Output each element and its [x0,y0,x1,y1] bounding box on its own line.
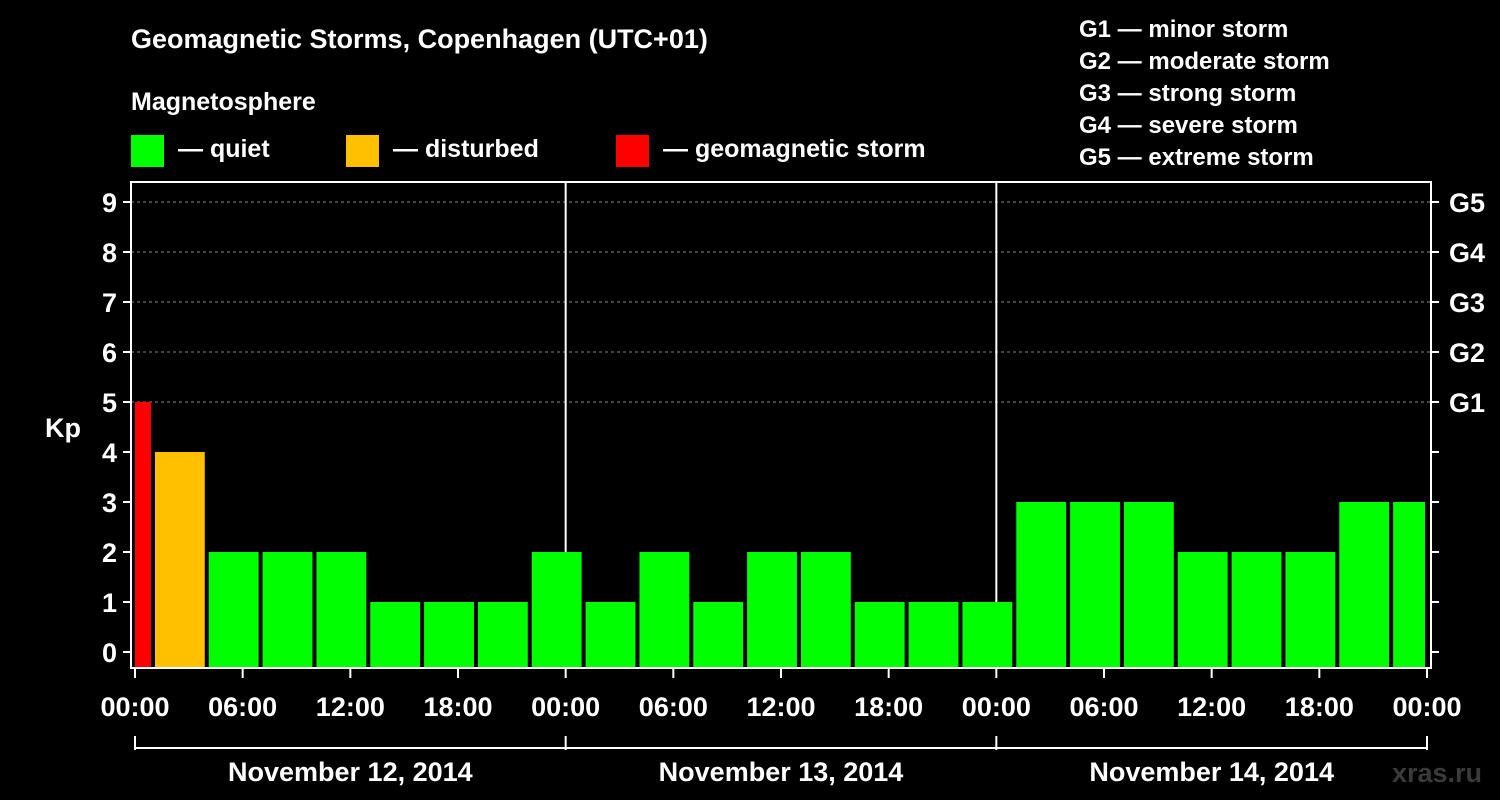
bar-17 [1016,502,1067,668]
g-scale-label-g4: G4 [1449,238,1485,268]
y-tick-label-7: 7 [102,288,117,318]
storm-scale-item-3: G4 — severe storm [1079,112,1298,139]
x-tick-label-3: 18:00 [423,692,492,722]
x-tick-label-0: 00:00 [100,692,169,722]
bars [135,402,1425,668]
g-scale-label-g2: G2 [1449,338,1485,368]
x-tick-label-6: 12:00 [746,692,815,722]
bar-18 [1070,502,1120,668]
y-tick-label-8: 8 [102,238,117,268]
y-tick-label-2: 2 [102,538,117,568]
bar-20 [1177,552,1228,668]
g-scale-label-g3: G3 [1449,288,1485,318]
x-tick-label-12: 00:00 [1392,692,1461,722]
bar-15 [908,602,959,668]
grid-lines [131,182,1431,668]
bar-5 [370,602,421,668]
day-label-2: November 14, 2014 [1089,757,1334,787]
bar-14 [854,602,905,668]
x-tick-label-9: 06:00 [1069,692,1138,722]
y-tick-label-3: 3 [102,488,117,518]
bar-1 [154,452,205,668]
bar-7 [477,602,528,668]
x-tick-label-2: 12:00 [316,692,385,722]
storm-scale-item-0: G1 — minor storm [1079,16,1288,43]
legend-label-2: — geomagnetic storm [663,135,926,163]
g-scale-label-g1: G1 [1449,388,1485,418]
bar-12 [747,552,797,668]
chart-title: Geomagnetic Storms, Copenhagen (UTC+01) [131,24,708,54]
bar-11 [693,602,744,668]
g-scale-label-g5: G5 [1449,188,1485,218]
y-tick-label-9: 9 [102,188,117,218]
bar-23 [1339,502,1390,668]
bar-2 [208,552,259,668]
bar-24 [1393,502,1425,668]
legend-label-1: — disturbed [393,135,539,163]
y-tick-label-1: 1 [102,588,117,618]
bar-22 [1285,552,1336,668]
bar-3 [262,552,313,668]
watermark: xras.ru [1392,758,1482,788]
storm-scale-item-2: G3 — strong storm [1079,80,1296,107]
x-tick-label-5: 06:00 [639,692,708,722]
legend: — quiet — disturbed — geomagnetic storm [131,135,926,167]
legend-label-0: — quiet [178,135,270,163]
x-tick-label-4: 00:00 [531,692,600,722]
legend-swatch-0 [131,135,164,167]
bar-4 [316,552,367,668]
bar-13 [800,552,851,668]
bar-9 [585,602,636,668]
storm-scale-item-4: G5 — extreme storm [1079,144,1314,171]
bar-16 [962,602,1013,668]
axes: 0 1 2 3 4 5 6 7 8 9 G1 G2 G3 G4 G5 00:00 06:00 12:00 18:00… [100,181,1485,787]
bar-21 [1231,552,1282,668]
y-tick-label-4: 4 [102,438,117,468]
bar-0 [135,402,151,668]
legend-swatch-1 [346,135,379,167]
x-tick-label-10: 12:00 [1177,692,1246,722]
storm-scale-list: G1 — minor storm G2 — moderate storm G3 — … [1079,16,1330,171]
bar-8 [531,552,582,668]
x-tick-label-11: 18:00 [1285,692,1354,722]
day-label-1: November 13, 2014 [659,757,904,787]
x-tick-label-7: 18:00 [854,692,923,722]
bar-19 [1123,502,1174,668]
bar-10 [639,552,690,668]
x-tick-label-8: 00:00 [962,692,1031,722]
storm-scale-item-1: G2 — moderate storm [1079,48,1330,75]
x-tick-label-1: 06:00 [208,692,277,722]
legend-swatch-2 [616,135,649,167]
day-label-0: November 12, 2014 [228,757,473,787]
y-tick-label-0: 0 [102,638,117,668]
bar-6 [424,602,474,668]
y-tick-label-5: 5 [102,388,117,418]
y-axis-label: Kp [45,413,81,443]
y-tick-label-6: 6 [102,338,117,368]
legend-heading: Magnetosphere [131,88,316,116]
